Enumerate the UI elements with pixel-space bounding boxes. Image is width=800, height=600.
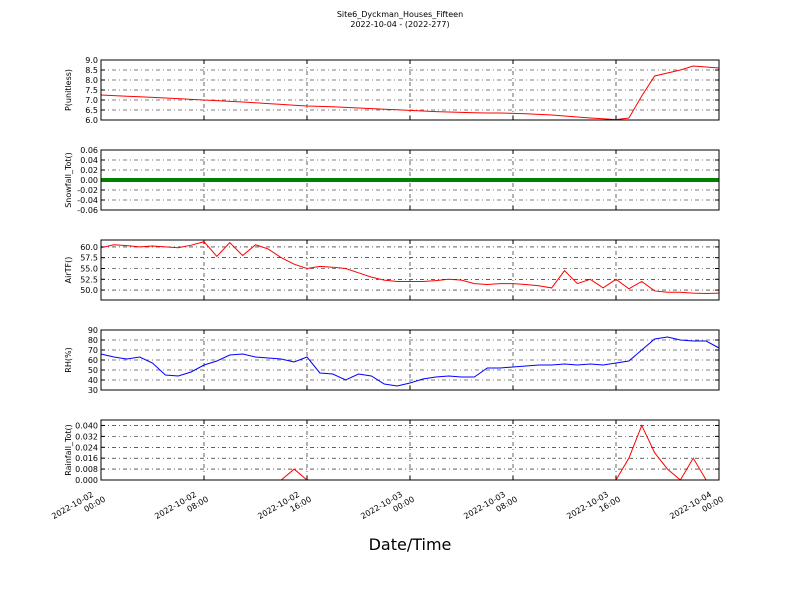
y-tick-label: 6.0 xyxy=(85,116,98,125)
y-tick-label: 6.5 xyxy=(85,106,98,115)
chart-title: Site6_Dyckman_Houses_Fifteen xyxy=(337,10,463,19)
y-axis-label: Snowfall_Tot() xyxy=(64,152,73,208)
y-tick-label: 0.008 xyxy=(75,465,98,474)
y-tick-label: 50 xyxy=(88,366,98,375)
y-tick-label: 8.0 xyxy=(85,76,98,85)
x-tick-label: 2022-10-0308:00 xyxy=(462,486,519,530)
y-tick-label: 0.016 xyxy=(75,454,98,463)
x-tick-label: 2022-10-0216:00 xyxy=(256,486,313,530)
x-tick-label: 2022-10-0316:00 xyxy=(565,486,622,530)
y-axis-label: AirTF() xyxy=(64,257,73,284)
x-tick-label: 2022-10-0400:00 xyxy=(668,486,725,530)
y-tick-label: 50.0 xyxy=(80,286,98,295)
y-tick-label: 57.5 xyxy=(80,254,98,263)
y-tick-label: -0.04 xyxy=(77,196,98,205)
y-tick-label: 60 xyxy=(88,356,98,365)
y-tick-label: 80 xyxy=(88,336,98,345)
x-axis-label: Date/Time xyxy=(369,535,452,554)
y-tick-label: 60.0 xyxy=(80,243,98,252)
y-tick-label: -0.02 xyxy=(77,186,98,195)
y-axis-label: Rainfall_Tot() xyxy=(64,424,73,476)
y-tick-label: 0.000 xyxy=(75,476,98,485)
y-axis-label: RH(%) xyxy=(64,347,73,372)
y-tick-label: 7.0 xyxy=(85,96,98,105)
y-tick-label: 0.02 xyxy=(80,166,98,175)
plot-frame xyxy=(100,59,720,121)
plot-frame xyxy=(100,329,720,391)
plot-frame xyxy=(100,419,720,481)
y-tick-label: 70 xyxy=(88,346,98,355)
y-tick-label: 0.00 xyxy=(80,176,98,185)
y-axis-label: P(unitless) xyxy=(64,69,73,111)
data-line xyxy=(100,241,720,295)
x-tick-label: 2022-10-0208:00 xyxy=(153,486,210,530)
y-tick-label: 0.040 xyxy=(75,421,98,430)
plot-frame xyxy=(100,239,720,301)
y-tick-label: 0.024 xyxy=(75,443,98,452)
y-tick-label: 0.06 xyxy=(80,146,98,155)
y-tick-label: 40 xyxy=(88,376,98,385)
y-tick-label: -0.06 xyxy=(77,206,98,215)
x-tick-label: 2022-10-0200:00 xyxy=(50,486,107,530)
y-tick-label: 55.0 xyxy=(80,264,98,273)
y-tick-label: 90 xyxy=(88,326,98,335)
y-tick-label: 9.0 xyxy=(85,56,98,65)
y-tick-label: 8.5 xyxy=(85,66,98,75)
plot-frame xyxy=(100,149,720,211)
y-tick-label: 7.5 xyxy=(85,86,98,95)
data-line xyxy=(100,336,720,387)
x-tick-label: 2022-10-0300:00 xyxy=(359,486,416,530)
y-tick-label: 0.04 xyxy=(80,156,98,165)
y-tick-label: 0.032 xyxy=(75,432,98,441)
y-tick-label: 30 xyxy=(88,386,98,395)
chart-subtitle: 2022-10-04 - (2022-277) xyxy=(350,20,449,29)
y-tick-label: 52.5 xyxy=(80,275,98,284)
